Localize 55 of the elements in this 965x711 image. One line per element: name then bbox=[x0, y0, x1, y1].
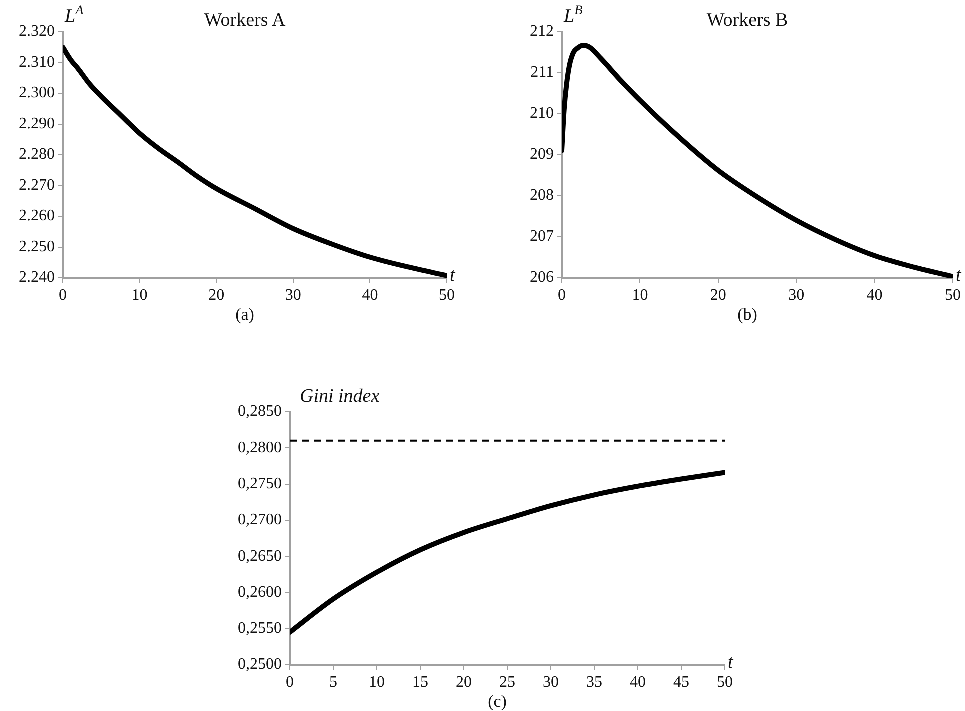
y-tick-label: 0,2650 bbox=[238, 548, 282, 565]
x-tick-label: 20 bbox=[456, 674, 472, 691]
x-tick-label: 30 bbox=[788, 286, 805, 304]
x-axis-title: t bbox=[450, 265, 456, 286]
y-tick-label: 2.260 bbox=[19, 208, 55, 225]
y-tick-label: 210 bbox=[530, 105, 554, 122]
x-tick-label: 35 bbox=[586, 674, 602, 691]
y-tick-label: 212 bbox=[530, 23, 554, 40]
y-tick-label: 0,2850 bbox=[238, 403, 282, 420]
y-axis-title: Gini index bbox=[300, 386, 380, 407]
x-tick-label: 40 bbox=[362, 286, 378, 304]
x-tick-label: 10 bbox=[632, 286, 648, 304]
x-tick-label: 0 bbox=[558, 286, 566, 304]
y-tick-label: 2.290 bbox=[19, 115, 55, 132]
x-tick-label: 15 bbox=[412, 674, 428, 691]
x-tick-label: 30 bbox=[543, 674, 559, 691]
y-tick-label: 2.240 bbox=[19, 269, 55, 286]
x-tick-label: 0 bbox=[286, 674, 294, 691]
y-tick-label: 206 bbox=[530, 269, 554, 286]
text: (b) bbox=[738, 305, 758, 324]
x-tick-label: 20 bbox=[710, 286, 726, 304]
y-tick-label: 2.280 bbox=[19, 146, 55, 164]
x-tick-label: 30 bbox=[285, 286, 302, 304]
x-axis-title: t bbox=[728, 652, 734, 673]
y-tick-label: 0,2500 bbox=[238, 656, 282, 674]
x-tick-label: 0 bbox=[59, 286, 67, 304]
x-tick-label: 45 bbox=[674, 674, 690, 691]
x-tick-label: 10 bbox=[369, 674, 385, 691]
y-tick-label: 2.250 bbox=[19, 238, 55, 256]
x-tick-label: 5 bbox=[330, 674, 338, 691]
chart-title: Workers A bbox=[204, 10, 286, 31]
y-tick-label: 207 bbox=[530, 228, 554, 246]
y-tick-label: 2.320 bbox=[19, 23, 55, 40]
y-tick-label: 0,2750 bbox=[238, 475, 282, 492]
x-tick-label: 40 bbox=[866, 286, 883, 304]
y-tick-label: 0,2800 bbox=[238, 439, 282, 456]
y-tick-label: 209 bbox=[530, 146, 554, 164]
x-tick-label: 10 bbox=[132, 286, 148, 304]
y-tick-label: 2.300 bbox=[19, 84, 55, 102]
x-tick-label: 25 bbox=[500, 674, 516, 691]
x-tick-label: 50 bbox=[439, 286, 455, 304]
x-tick-label: 20 bbox=[208, 286, 225, 304]
x-axis-title: t bbox=[956, 265, 962, 286]
y-tick-label: 2.270 bbox=[19, 176, 55, 194]
chart-title: Workers B bbox=[706, 10, 788, 31]
y-tick-label: 208 bbox=[530, 187, 554, 204]
x-tick-label: 50 bbox=[717, 674, 733, 691]
y-tick-label: 0,2550 bbox=[238, 620, 282, 638]
y-tick-label: 0,2600 bbox=[238, 584, 282, 601]
y-tick-label: 2.310 bbox=[19, 54, 55, 71]
y-tick-label: 211 bbox=[530, 64, 554, 82]
x-tick-label: 50 bbox=[945, 286, 961, 304]
text: (a) bbox=[236, 305, 254, 324]
x-tick-label: 40 bbox=[630, 674, 646, 691]
y-tick-label: 0,2700 bbox=[238, 512, 282, 529]
